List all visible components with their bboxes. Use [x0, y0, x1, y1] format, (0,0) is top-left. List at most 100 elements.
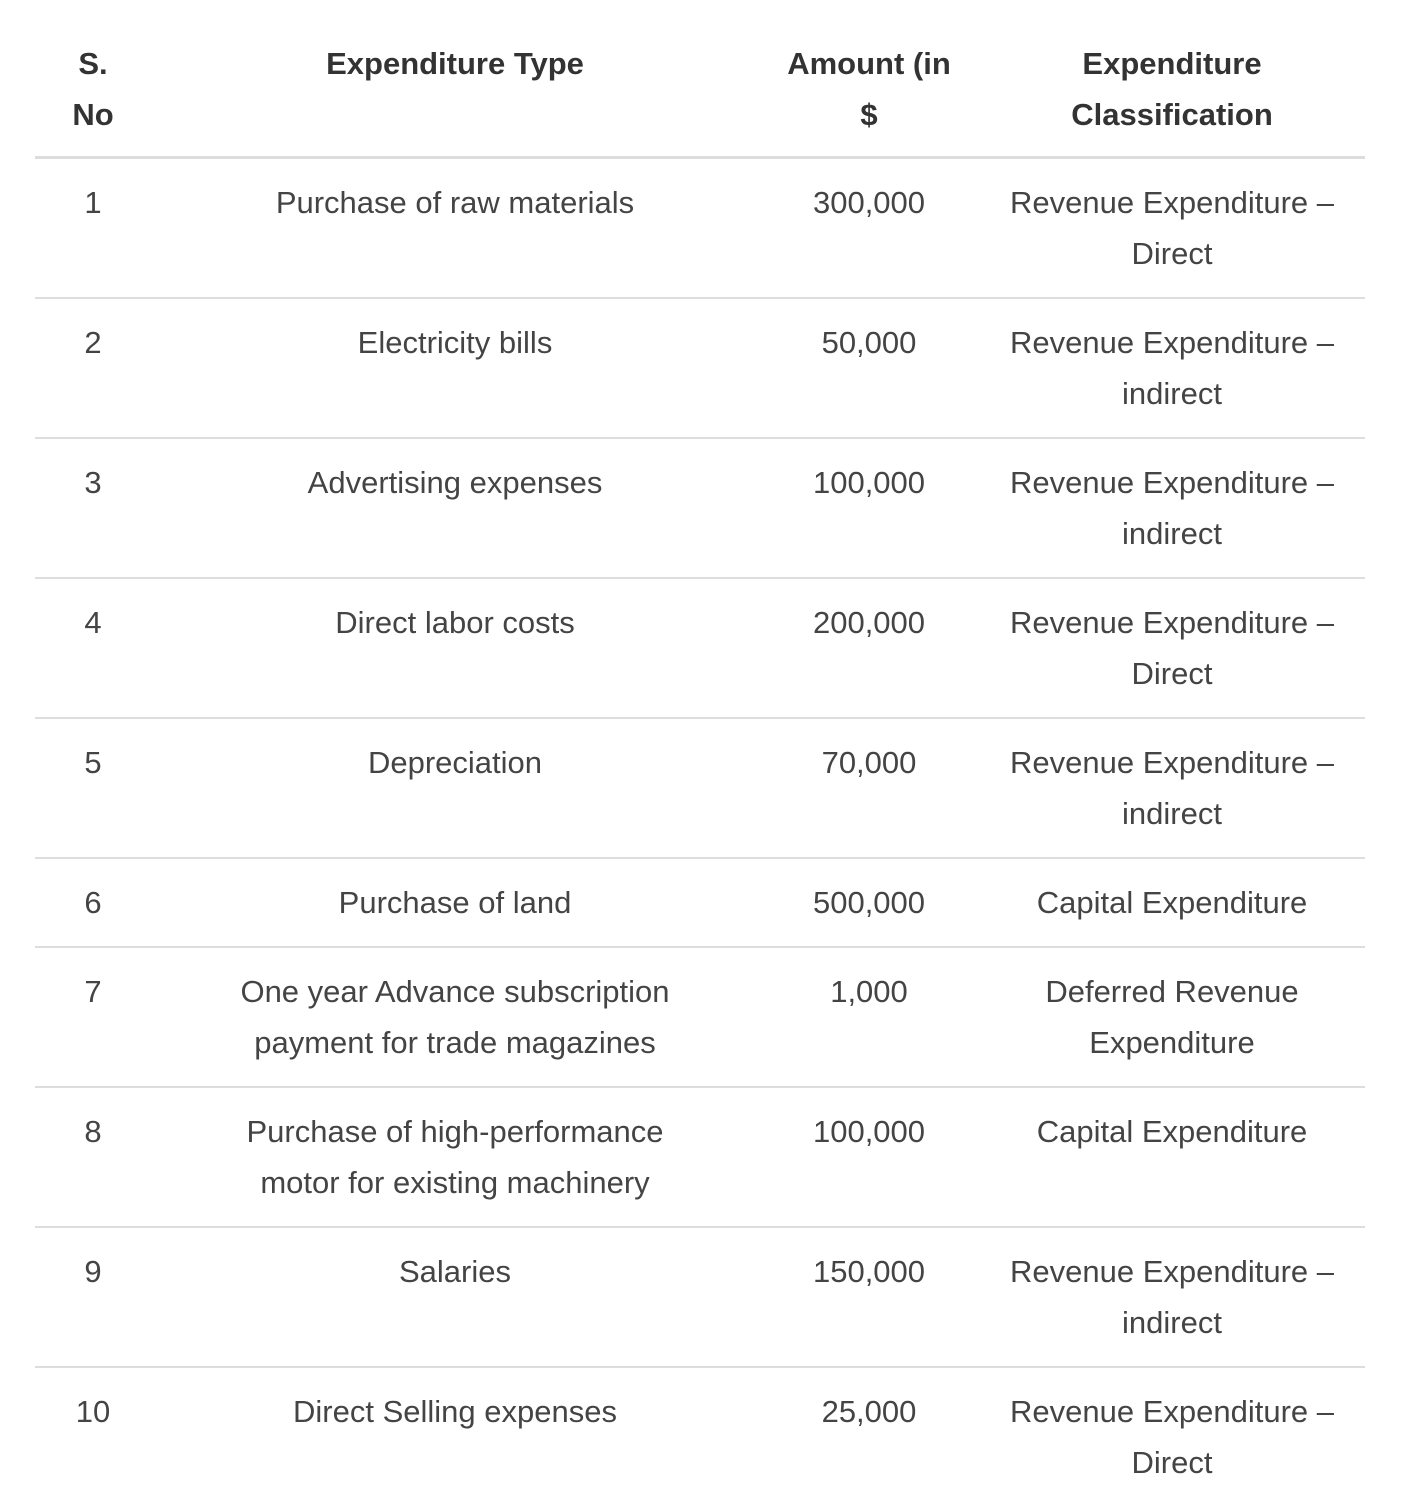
table-cell: 200,000: [759, 578, 979, 718]
table-cell-text: 200,000: [784, 597, 954, 648]
header-cell-text: Amount (in $: [784, 38, 954, 140]
table-cell-text: Capital Expenditure: [1007, 1106, 1337, 1157]
table-cell-text: Revenue Expenditure – Direct: [1007, 177, 1337, 279]
table-row: 6 Purchase of land 500,000 Capital Expendit…: [35, 858, 1365, 947]
table-cell: 4: [35, 578, 151, 718]
table-cell-text: 4: [58, 597, 128, 648]
table-cell: 10: [35, 1367, 151, 1506]
table-cell-text: Purchase of high-performance motor for e…: [215, 1106, 695, 1208]
table-cell-text: 150,000: [784, 1246, 954, 1297]
table-cell-text: Revenue Expenditure – Direct: [1007, 597, 1337, 699]
table-row: 1 Purchase of raw materials 300,000 Revenue…: [35, 158, 1365, 299]
table-cell-text: 2: [58, 317, 128, 368]
table-cell-text: Deferred Revenue Expenditure: [1007, 966, 1337, 1068]
table-cell-text: 1: [58, 177, 128, 228]
table-cell: Purchase of high-performance motor for e…: [151, 1087, 759, 1227]
table-cell-text: 7: [58, 966, 128, 1017]
table-cell: 70,000: [759, 718, 979, 858]
table-cell: 1,000: [759, 947, 979, 1087]
table-cell-text: 50,000: [784, 317, 954, 368]
table-cell: 100,000: [759, 1087, 979, 1227]
table-cell: Deferred Revenue Expenditure: [979, 947, 1365, 1087]
table-row: 2 Electricity bills 50,000 Revenue Expendit…: [35, 298, 1365, 438]
table-cell: 100,000: [759, 438, 979, 578]
table-cell: 5: [35, 718, 151, 858]
header-cell-text: Expenditure Classification: [1007, 38, 1337, 140]
table-row: 7 One year Advance subscription payment f…: [35, 947, 1365, 1087]
table-cell: 8: [35, 1087, 151, 1227]
table-cell-text: Salaries: [215, 1246, 695, 1297]
table-row: 4 Direct labor costs 200,000 Revenue Expend…: [35, 578, 1365, 718]
table-row: 10 Direct Selling expenses 25,000 Revenue E…: [35, 1367, 1365, 1506]
table-row: 9 Salaries 150,000 Revenue Expenditure – in…: [35, 1227, 1365, 1367]
table-cell: 7: [35, 947, 151, 1087]
table-cell-text: Revenue Expenditure – indirect: [1007, 737, 1337, 839]
table-cell: Purchase of land: [151, 858, 759, 947]
table-cell-text: Revenue Expenditure – indirect: [1007, 1246, 1337, 1348]
table-cell: Revenue Expenditure – Direct: [979, 158, 1365, 299]
table-head: S. No Expenditure Type Amount (in $ Expendi…: [35, 20, 1365, 158]
table-cell: Revenue Expenditure – indirect: [979, 298, 1365, 438]
table-cell-text: Electricity bills: [215, 317, 695, 368]
table-cell-text: Advertising expenses: [215, 457, 695, 508]
table-cell-text: Direct Selling expenses: [215, 1386, 695, 1437]
table-cell: One year Advance subscription payment fo…: [151, 947, 759, 1087]
table-cell-text: Purchase of raw materials: [215, 177, 695, 228]
table-cell: 50,000: [759, 298, 979, 438]
table-cell-text: Depreciation: [215, 737, 695, 788]
table-row: 3 Advertising expenses 100,000 Revenue Expe…: [35, 438, 1365, 578]
table-cell: Direct Selling expenses: [151, 1367, 759, 1506]
expenditure-table: S. No Expenditure Type Amount (in $ Expendi…: [35, 20, 1365, 1506]
table-cell: 3: [35, 438, 151, 578]
table-cell-text: 1,000: [784, 966, 954, 1017]
header-cell: S. No: [35, 20, 151, 158]
table-row: 8 Purchase of high-performance motor for …: [35, 1087, 1365, 1227]
table-row: 5 Depreciation 70,000 Revenue Expenditure –…: [35, 718, 1365, 858]
table-cell-text: 300,000: [784, 177, 954, 228]
table-cell-text: 100,000: [784, 1106, 954, 1157]
table-cell: 150,000: [759, 1227, 979, 1367]
table-cell: 1: [35, 158, 151, 299]
table-cell-text: 10: [58, 1386, 128, 1437]
table-cell-text: Direct labor costs: [215, 597, 695, 648]
table-cell: Direct labor costs: [151, 578, 759, 718]
table-cell-text: 500,000: [784, 877, 954, 928]
table-cell-text: 6: [58, 877, 128, 928]
table-cell: Revenue Expenditure – indirect: [979, 1227, 1365, 1367]
header-cell-text: S. No: [58, 38, 128, 140]
table-cell-text: 70,000: [784, 737, 954, 788]
table-cell: Capital Expenditure: [979, 1087, 1365, 1227]
table-cell-text: One year Advance subscription payment fo…: [215, 966, 695, 1068]
table-cell-text: 9: [58, 1246, 128, 1297]
table-cell: Salaries: [151, 1227, 759, 1367]
table-cell: 300,000: [759, 158, 979, 299]
table-body: 1 Purchase of raw materials 300,000 Revenue…: [35, 158, 1365, 1506]
table-cell: Revenue Expenditure – Direct: [979, 578, 1365, 718]
table-cell-text: Revenue Expenditure – indirect: [1007, 457, 1337, 559]
table-cell: Electricity bills: [151, 298, 759, 438]
table-cell: Revenue Expenditure – indirect: [979, 718, 1365, 858]
table-cell: 25,000: [759, 1367, 979, 1506]
table-cell: Capital Expenditure: [979, 858, 1365, 947]
table-cell: Purchase of raw materials: [151, 158, 759, 299]
table-cell-text: 3: [58, 457, 128, 508]
table-cell: 2: [35, 298, 151, 438]
table-cell-text: Revenue Expenditure – indirect: [1007, 317, 1337, 419]
table-cell-text: 5: [58, 737, 128, 788]
table-cell-text: Capital Expenditure: [1007, 877, 1337, 928]
header-row: S. No Expenditure Type Amount (in $ Expendi…: [35, 20, 1365, 158]
table-cell: 6: [35, 858, 151, 947]
header-cell: Amount (in $: [759, 20, 979, 158]
table-cell: Revenue Expenditure – indirect: [979, 438, 1365, 578]
table-cell: 500,000: [759, 858, 979, 947]
table-cell: Depreciation: [151, 718, 759, 858]
header-cell: Expenditure Type: [151, 20, 759, 158]
header-cell-text: Expenditure Type: [215, 38, 695, 89]
table-cell-text: Purchase of land: [215, 877, 695, 928]
table-cell: Revenue Expenditure – Direct: [979, 1367, 1365, 1506]
table-cell: 9: [35, 1227, 151, 1367]
table-cell-text: Revenue Expenditure – Direct: [1007, 1386, 1337, 1488]
table-cell-text: 100,000: [784, 457, 954, 508]
table-cell-text: 25,000: [784, 1386, 954, 1437]
